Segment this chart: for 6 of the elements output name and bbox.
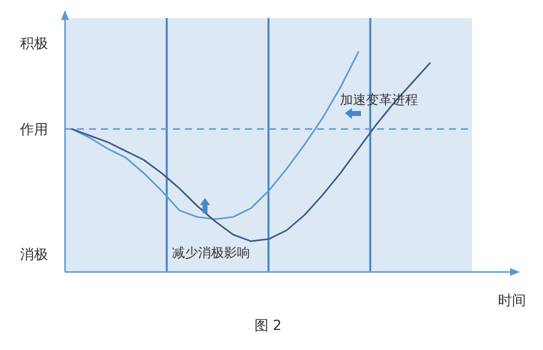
annotation: 图 2 <box>254 318 282 334</box>
text: 作用 <box>20 122 48 138</box>
annotation: 减少消极影响 <box>172 246 250 261</box>
annotation: 消极 <box>20 247 48 263</box>
annotation: 积极 <box>20 36 48 52</box>
text: 时间 <box>498 293 526 309</box>
